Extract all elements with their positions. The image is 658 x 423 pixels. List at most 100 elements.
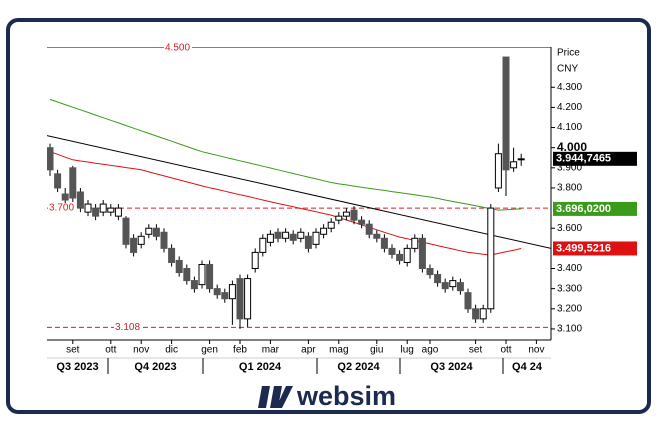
candle-body xyxy=(304,235,312,249)
x-tick-label: set xyxy=(469,345,483,356)
level-label-bg xyxy=(164,43,192,53)
candle-body xyxy=(114,207,122,217)
candle-body xyxy=(228,284,236,300)
candle-body xyxy=(502,56,510,171)
candle-body xyxy=(206,263,214,290)
x-tick-label: lug xyxy=(401,345,414,356)
brand: websim xyxy=(296,381,396,411)
card-frame xyxy=(6,18,651,414)
candle-body xyxy=(434,274,442,284)
candle-body xyxy=(168,247,176,263)
trendline xyxy=(47,135,551,249)
quarter-label: Q3 2023 xyxy=(56,361,98,373)
ma-badge: 3.499,5216 xyxy=(556,242,611,254)
candle-body xyxy=(251,251,259,270)
y-tick-label: 4.000 xyxy=(557,140,587,154)
last-price-badge: 3.944,7465 xyxy=(556,153,611,165)
candle-body xyxy=(350,209,358,221)
candle-body xyxy=(183,268,191,282)
candle-body xyxy=(449,280,457,288)
candle-body xyxy=(426,268,434,276)
candle-body xyxy=(76,191,84,209)
y-tick-label: 3.200 xyxy=(557,303,582,314)
ma-badge: 3.696,0200 xyxy=(556,203,611,215)
candle-body xyxy=(198,263,206,286)
candle-body xyxy=(69,167,77,199)
x-tick-label: feb xyxy=(233,345,247,356)
candle-body xyxy=(510,161,518,169)
level-label: 4.500 xyxy=(165,43,190,54)
candle-body xyxy=(487,207,495,310)
x-tick-label: gen xyxy=(201,345,218,356)
x-tick-label: mar xyxy=(262,345,280,356)
candle-body xyxy=(358,219,366,225)
y-tick-label: 3.400 xyxy=(557,263,582,274)
x-tick-label: set xyxy=(66,345,80,356)
x-tick-label: mag xyxy=(329,345,348,356)
y-tick-label: 3.800 xyxy=(557,183,582,194)
candle-body xyxy=(342,211,350,217)
candle-body xyxy=(259,237,267,253)
quarter-label: Q4 2023 xyxy=(134,361,176,373)
candle-body xyxy=(99,203,107,213)
candle-body xyxy=(517,158,525,161)
moving-average xyxy=(49,98,522,211)
x-tick-label: ago xyxy=(422,345,439,356)
x-tick-label: ott xyxy=(500,345,511,356)
candle-body xyxy=(479,308,487,320)
quarter-label: Q4 24 xyxy=(512,361,543,373)
candle-body xyxy=(145,227,153,235)
level-label-bg xyxy=(48,203,76,214)
candle-body xyxy=(213,288,221,296)
candle-body xyxy=(327,221,335,229)
candle-body xyxy=(266,233,274,243)
candle-body xyxy=(122,217,130,245)
candle-body xyxy=(396,253,404,261)
x-tick-label: apr xyxy=(301,345,316,356)
candle-body xyxy=(312,231,320,245)
candle-body xyxy=(289,233,297,241)
logo: websim xyxy=(258,381,396,411)
candle-body xyxy=(61,193,69,201)
candle-body xyxy=(365,223,373,235)
plot-area xyxy=(47,47,551,329)
quarter-label: Q3 2024 xyxy=(430,361,473,373)
y-tick-label: 3.100 xyxy=(557,324,582,335)
y-tick-label: 3.600 xyxy=(557,223,582,234)
candle-body xyxy=(152,227,160,237)
x-tick-label: dic xyxy=(165,345,178,356)
y-tick-label: 4.200 xyxy=(557,102,582,113)
candle-body xyxy=(494,153,502,189)
logo-icon xyxy=(258,386,293,408)
candle-body xyxy=(297,231,305,239)
x-tick-label: nov xyxy=(528,345,544,356)
candle-body xyxy=(411,237,419,249)
candle-body xyxy=(92,207,100,217)
ma-badge-bg xyxy=(553,201,637,216)
candle-body xyxy=(335,215,343,221)
axis-title: Price xyxy=(557,48,580,59)
candle-body xyxy=(388,247,396,255)
y-tick-label: 3.900 xyxy=(557,162,582,173)
candle-body xyxy=(47,147,54,171)
candle-body xyxy=(418,237,426,270)
level-label: 3.108 xyxy=(115,322,140,333)
axis-unit: CNY xyxy=(557,64,578,75)
x-tick-label: nov xyxy=(133,345,149,356)
candle-body xyxy=(175,259,183,274)
candle-body xyxy=(84,203,92,213)
candle-body xyxy=(320,227,328,235)
candle-body xyxy=(137,235,145,245)
y-tick-label: 3.300 xyxy=(557,283,582,294)
candle-body xyxy=(221,292,229,300)
candle-body xyxy=(441,282,449,290)
candle-body xyxy=(373,233,381,239)
x-tick-label: giu xyxy=(370,345,383,356)
ma-badge-bg xyxy=(553,241,637,256)
candle-body xyxy=(190,280,198,290)
candle-body xyxy=(54,173,62,189)
level-label-bg xyxy=(114,322,142,333)
quarter-label: Q2 2024 xyxy=(337,361,380,373)
